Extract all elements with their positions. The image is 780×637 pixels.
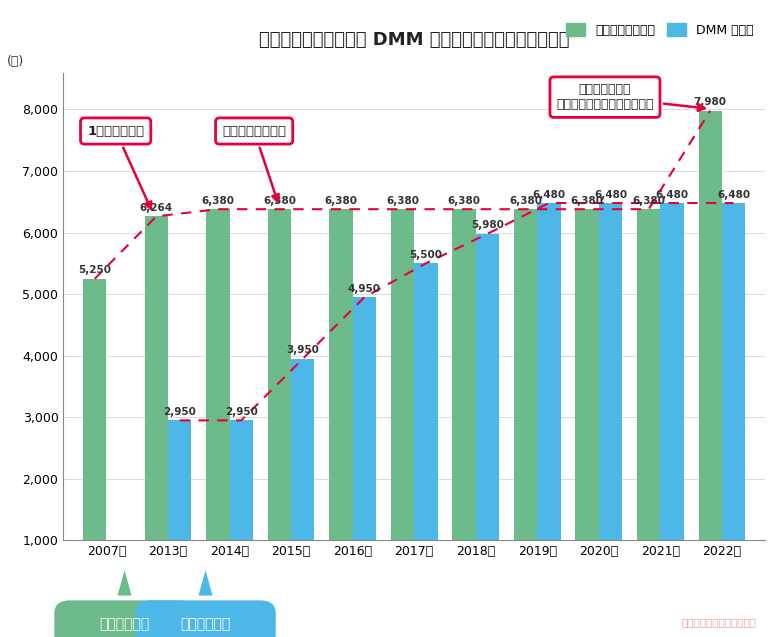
Text: 教えて！オンライン英会話: 教えて！オンライン英会話 — [682, 617, 757, 627]
Bar — [576, 209, 599, 602]
Bar — [637, 209, 661, 602]
Bar — [83, 279, 106, 602]
Text: 2,950: 2,950 — [225, 407, 257, 417]
Text: 6,380: 6,380 — [448, 196, 480, 206]
Text: 6,380: 6,380 — [201, 196, 234, 206]
Bar — [722, 203, 746, 602]
Text: 6,480: 6,480 — [717, 190, 750, 199]
Bar — [291, 359, 314, 602]
Text: 6,380: 6,380 — [509, 196, 542, 206]
Text: 5,980: 5,980 — [471, 220, 504, 231]
Bar — [391, 209, 414, 602]
Bar — [661, 203, 684, 602]
Text: 6,380: 6,380 — [263, 196, 296, 206]
Bar — [452, 209, 476, 602]
Bar — [476, 234, 499, 602]
Text: 新機能の搭載や
為替変動の影響による値上げ: 新機能の搭載や 為替変動の影響による値上げ — [556, 83, 704, 111]
Text: サービス開始: サービス開始 — [180, 617, 231, 631]
Bar — [268, 209, 291, 602]
Bar — [206, 209, 229, 602]
Text: 2,950: 2,950 — [163, 407, 196, 417]
Text: 4,950: 4,950 — [348, 284, 381, 294]
Text: (円): (円) — [7, 55, 24, 68]
Text: 6,380: 6,380 — [632, 196, 665, 206]
Text: 6,380: 6,380 — [386, 196, 419, 206]
Bar — [599, 203, 622, 602]
Text: 増税による値上げ: 増税による値上げ — [222, 124, 286, 201]
Text: 6,480: 6,480 — [655, 190, 689, 199]
Text: サービス開始: サービス開始 — [99, 617, 150, 631]
Text: 5,500: 5,500 — [410, 250, 442, 260]
Legend: レアジョブ英会話, DMM 英会話: レアジョブ英会話, DMM 英会話 — [561, 18, 759, 41]
Text: 6,380: 6,380 — [571, 196, 604, 206]
Title: ＜レアジョブ英会話と DMM 英会話の料金値上げの推移＞: ＜レアジョブ英会話と DMM 英会話の料金値上げの推移＞ — [259, 31, 569, 49]
Bar — [514, 209, 537, 602]
Text: 1回目の値上げ: 1回目の値上げ — [87, 124, 151, 209]
Bar — [229, 420, 253, 602]
Bar — [699, 111, 722, 602]
Text: 6,480: 6,480 — [594, 190, 627, 199]
Text: 6,480: 6,480 — [533, 190, 566, 199]
Bar — [353, 297, 376, 602]
Text: ※料金は税込みで計算: ※料金は税込みで計算 — [70, 615, 143, 629]
Bar — [168, 420, 191, 602]
Bar — [329, 209, 353, 602]
Text: ※毎日1回25分の料金プランでの比較: ※毎日1回25分の料金プランでの比較 — [70, 603, 200, 616]
Text: 6,264: 6,264 — [140, 203, 173, 213]
Bar — [537, 203, 561, 602]
Bar — [414, 263, 438, 602]
Text: 5,250: 5,250 — [78, 266, 112, 275]
Bar — [144, 217, 168, 602]
Text: 7,980: 7,980 — [693, 97, 727, 107]
Text: 6,380: 6,380 — [324, 196, 357, 206]
Text: 3,950: 3,950 — [286, 345, 319, 355]
